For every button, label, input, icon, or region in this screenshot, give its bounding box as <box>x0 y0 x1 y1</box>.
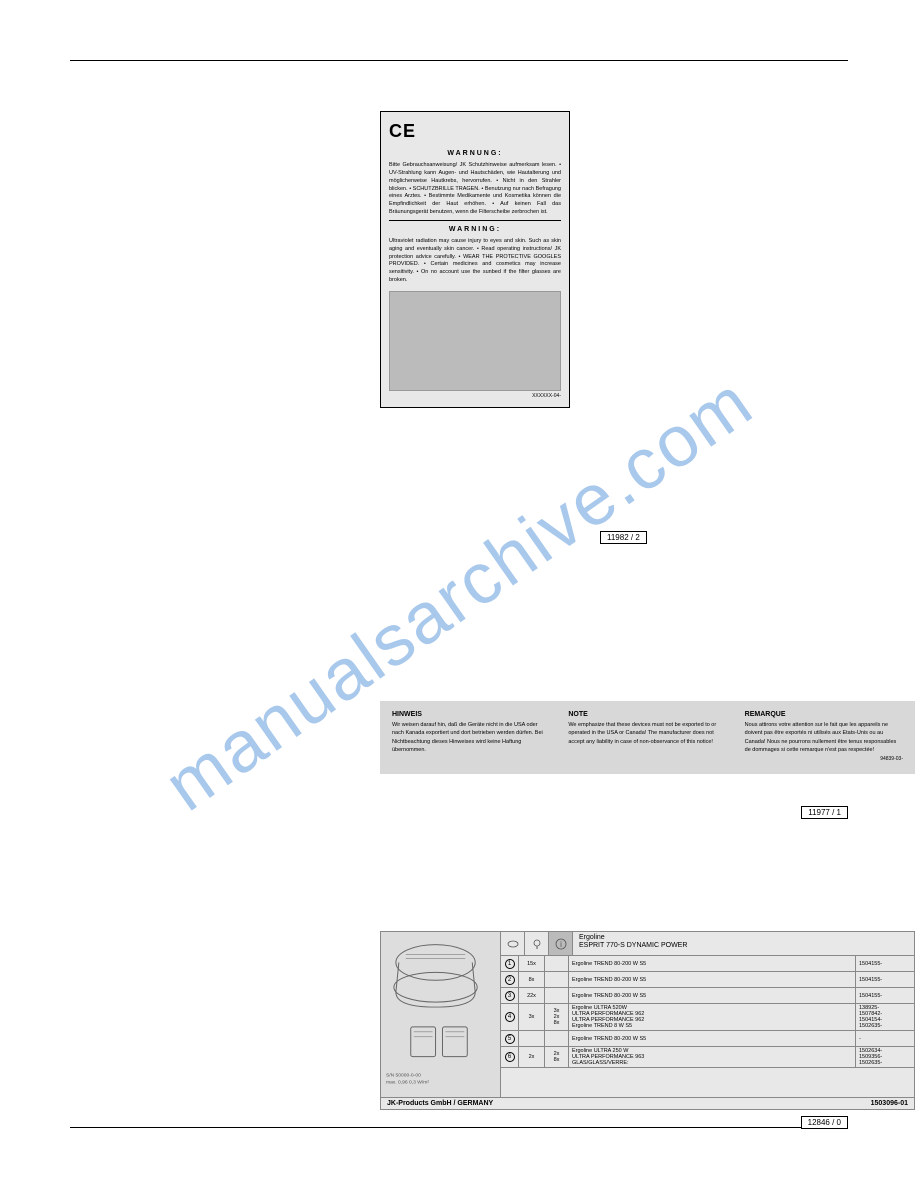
note-box: HINWEIS Wir weisen darauf hin, daß die G… <box>380 701 915 774</box>
spec-table: S/N 50000-0-00 max. 0,96 0,3 W/m² i <box>380 931 915 1110</box>
model-name: ESPRIT 770-S DYNAMIC POWER <box>579 942 908 950</box>
svg-text:max. 0,96 0,3 W/m²: max. 0,96 0,3 W/m² <box>386 1079 429 1085</box>
note-text: We emphasize that these devices must not… <box>568 721 726 746</box>
spec-row: 3 22x Ergoline TREND 80-200 W S5 1504155… <box>501 988 914 1004</box>
spec-row: 1 15x Ergoline TREND 80-200 W S5 1504155… <box>501 956 914 972</box>
remarque-text: Nous attirons votre attention sur le fai… <box>745 721 903 754</box>
warnung-text: Bitte Gebrauchsanweisung/ JK Schutzhinwe… <box>389 162 561 216</box>
divider <box>389 220 561 221</box>
warning-title: WARNING: <box>389 225 561 234</box>
hinweis-head: HINWEIS <box>392 711 550 718</box>
label-code: XXXXXX-04- <box>389 393 561 400</box>
figure-ref-3: 12846 / 0 <box>801 1116 848 1129</box>
hinweis-text: Wir weisen darauf hin, daß die Geräte ni… <box>392 721 550 754</box>
spec-row: 6 2x 2x8x Ergoline ULTRA 250 WULTRA PERF… <box>501 1047 914 1068</box>
info-icon: i <box>549 932 573 955</box>
spec-row: 2 8x Ergoline TREND 80-200 W S5 1504155- <box>501 972 914 988</box>
svg-text:i: i <box>560 940 562 949</box>
remarque-head: REMARQUE <box>745 711 903 718</box>
note-head: NOTE <box>568 711 726 718</box>
device-diagram: S/N 50000-0-00 max. 0,96 0,3 W/m² <box>381 932 501 1097</box>
svg-text:S/N 50000-0-00: S/N 50000-0-00 <box>386 1072 421 1078</box>
footer-company: JK-Products GmbH / GERMANY <box>387 1100 871 1107</box>
warning-label: CE WARNUNG: Bitte Gebrauchsanweisung/ JK… <box>380 111 570 408</box>
figure-ref-1: 11982 / 2 <box>600 531 647 544</box>
figure-ref-2: 11977 / 1 <box>801 806 848 819</box>
spec-row: 5 Ergoline TREND 80-200 W S5 - <box>501 1031 914 1047</box>
lamp-icon <box>501 932 525 955</box>
footer-code: 1503096-01 <box>871 1100 908 1107</box>
warning-text: Ultraviolet radiation may cause injury t… <box>389 238 561 284</box>
bulb-icon <box>525 932 549 955</box>
ce-mark: CE <box>389 120 561 143</box>
brand-name: Ergoline <box>579 934 908 942</box>
note-code: 94839-03- <box>745 756 903 764</box>
grey-placeholder-box <box>389 291 561 391</box>
brand-cell: Ergoline ESPRIT 770-S DYNAMIC POWER <box>573 932 914 955</box>
warnung-title: WARNUNG: <box>389 149 561 158</box>
spec-row: 4 3x 3x2x8x Ergoline ULTRA 520WULTRA PER… <box>501 1004 914 1031</box>
